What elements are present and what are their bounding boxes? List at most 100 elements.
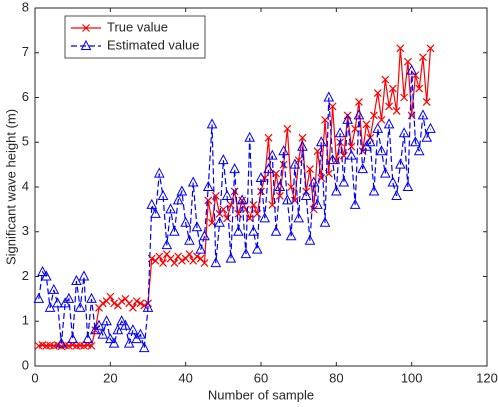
marker <box>67 333 78 344</box>
marker <box>105 333 116 344</box>
marker <box>200 259 209 267</box>
marker <box>385 102 393 111</box>
marker <box>347 142 356 151</box>
marker <box>351 124 360 133</box>
marker <box>155 252 164 261</box>
marker <box>204 196 213 205</box>
legend-box <box>64 15 206 59</box>
marker <box>177 256 186 265</box>
marker <box>413 145 425 156</box>
y-tick-label: 7 <box>22 44 29 59</box>
marker <box>229 163 240 174</box>
marker <box>370 111 378 120</box>
marker <box>244 131 256 142</box>
marker <box>195 243 207 254</box>
marker <box>315 136 327 147</box>
marker <box>257 187 265 196</box>
marker <box>383 118 395 129</box>
marker <box>219 205 228 214</box>
marker <box>308 176 320 187</box>
marker <box>116 315 127 326</box>
marker <box>364 136 376 147</box>
marker <box>395 158 406 169</box>
marker <box>282 194 293 205</box>
marker <box>123 337 135 348</box>
marker <box>223 214 232 223</box>
marker <box>396 44 405 53</box>
x-tick-label: 40 <box>178 370 192 385</box>
marker <box>193 252 201 261</box>
marker <box>120 319 131 330</box>
marker <box>264 133 273 142</box>
marker <box>153 167 165 178</box>
marker <box>56 337 67 348</box>
marker <box>71 274 82 285</box>
marker <box>278 145 289 156</box>
marker <box>225 252 237 263</box>
series-line <box>38 48 432 347</box>
y-tick-label: 4 <box>22 178 29 193</box>
marker <box>44 301 56 312</box>
y-tick-label: 3 <box>22 223 29 238</box>
marker <box>417 109 429 120</box>
marker <box>33 292 45 303</box>
marker <box>398 127 410 138</box>
marker <box>297 140 308 151</box>
marker <box>127 324 139 335</box>
marker <box>191 221 203 232</box>
marker <box>263 163 274 174</box>
marker <box>159 259 167 267</box>
marker <box>353 109 365 120</box>
marker <box>214 216 225 227</box>
marker <box>274 180 286 191</box>
marker <box>377 115 386 124</box>
marker <box>161 239 173 250</box>
marker <box>319 216 331 227</box>
marker <box>266 149 278 160</box>
marker <box>169 225 180 236</box>
y-tick-label: 0 <box>22 357 29 372</box>
series-line <box>38 70 432 349</box>
marker <box>411 71 420 80</box>
marker <box>251 243 263 254</box>
marker <box>415 84 424 93</box>
marker <box>52 297 63 308</box>
marker <box>78 270 90 281</box>
marker <box>388 84 397 93</box>
marker <box>98 299 107 308</box>
marker <box>275 192 284 200</box>
y-tick-label: 2 <box>22 268 29 283</box>
y-tick-label: 5 <box>22 134 29 149</box>
marker <box>233 225 244 236</box>
marker <box>210 257 222 268</box>
marker <box>242 205 250 214</box>
legend-marker <box>80 39 92 50</box>
marker <box>362 120 371 129</box>
marker <box>108 337 120 348</box>
x-tick-label: 20 <box>103 370 117 385</box>
marker <box>172 194 184 205</box>
marker <box>48 283 60 294</box>
marker <box>146 198 158 209</box>
marker <box>63 292 75 303</box>
marker <box>87 341 96 350</box>
marker <box>206 118 218 129</box>
marker <box>240 248 252 259</box>
y-axis-label: Significant wave height (m) <box>3 109 18 265</box>
marker <box>279 160 288 169</box>
marker <box>140 301 149 310</box>
marker <box>249 200 258 209</box>
marker <box>400 93 409 102</box>
marker <box>346 149 357 160</box>
marker <box>323 91 335 102</box>
marker <box>406 64 417 75</box>
marker <box>106 292 115 301</box>
marker <box>176 185 188 196</box>
marker <box>355 98 363 106</box>
marker <box>110 299 119 308</box>
marker <box>82 333 94 344</box>
marker <box>309 205 318 214</box>
marker <box>419 53 427 62</box>
marker <box>218 154 229 165</box>
